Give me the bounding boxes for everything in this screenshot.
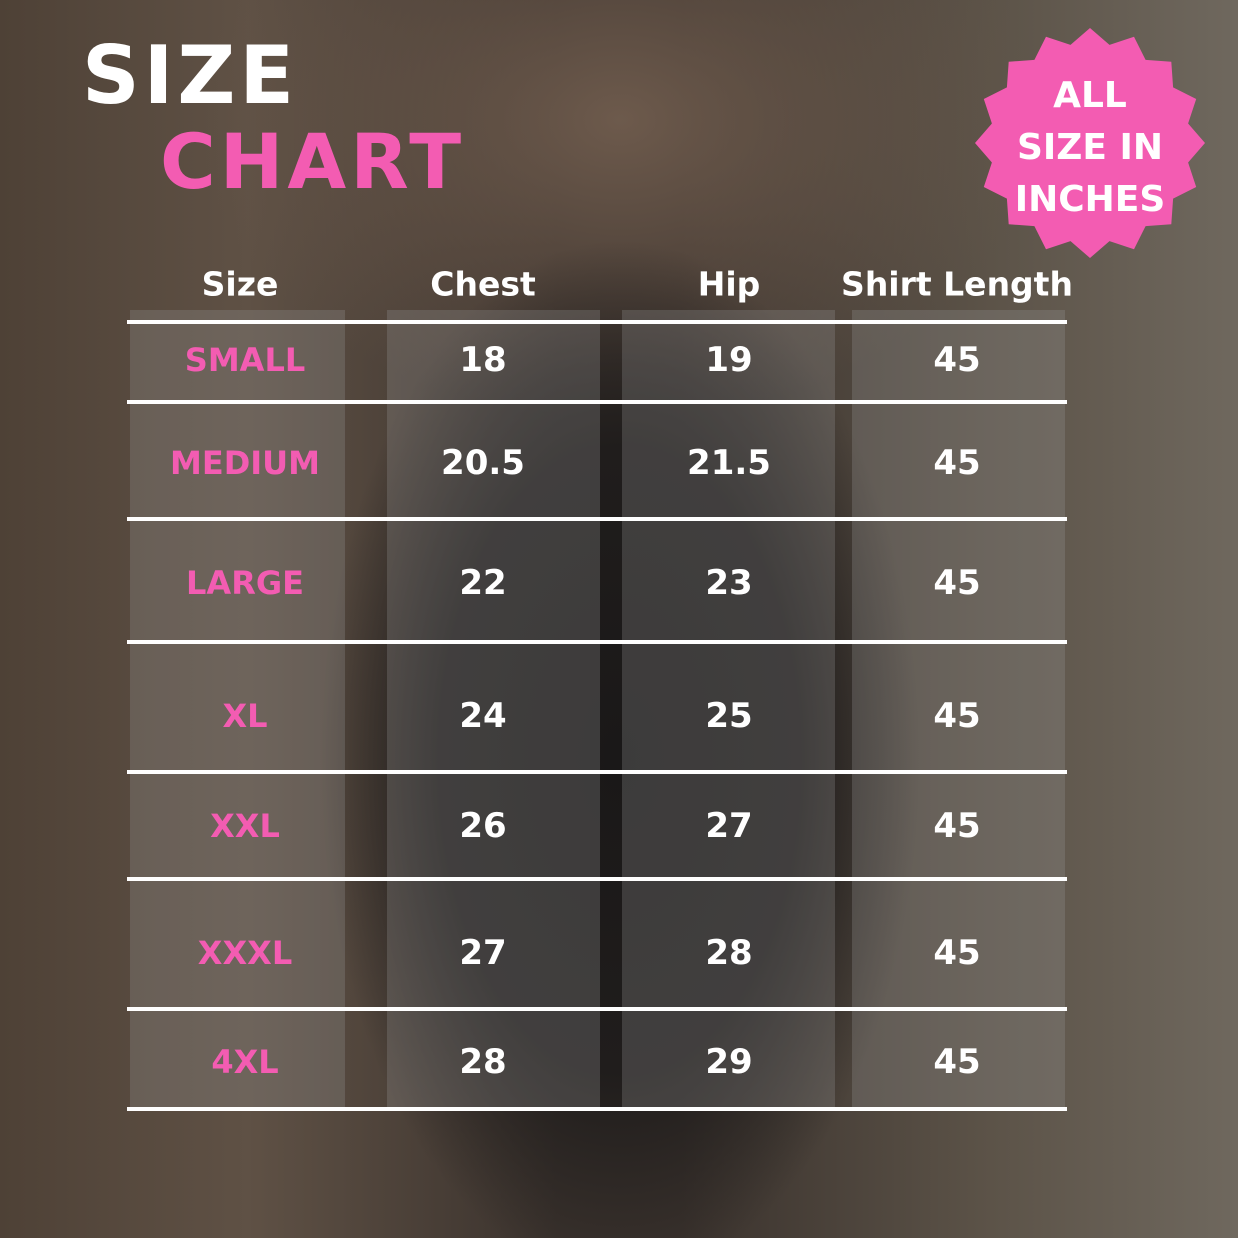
title-chart: CHART: [160, 117, 466, 206]
measurement-cell: 23: [705, 563, 753, 603]
size-label: MEDIUM: [170, 444, 320, 482]
measurement-cell: 20.5: [441, 443, 525, 483]
measurement-cell: 45: [933, 443, 981, 483]
size-label: XXL: [210, 807, 280, 845]
row-divider: [127, 1007, 1067, 1011]
measurement-cell: 25: [705, 696, 753, 736]
row-divider: [127, 517, 1067, 521]
measurement-cell: 21.5: [687, 443, 771, 483]
measurement-cell: 27: [705, 806, 753, 846]
column-shade: [622, 310, 835, 1110]
column-header: Size: [201, 264, 279, 304]
measurement-cell: 45: [933, 696, 981, 736]
measurement-cell: 18: [459, 340, 507, 380]
measurement-cell: 28: [459, 1042, 507, 1082]
measurement-cell: 26: [459, 806, 507, 846]
measurement-cell: 22: [459, 563, 507, 603]
measurement-cell: 29: [705, 1042, 753, 1082]
measurement-cell: 45: [933, 340, 981, 380]
row-divider: [127, 770, 1067, 774]
column-header: Shirt Length: [841, 264, 1073, 304]
size-label: LARGE: [186, 564, 304, 602]
measurement-cell: 45: [933, 933, 981, 973]
row-divider: [127, 1107, 1067, 1111]
units-badge: ALL SIZE IN INCHES: [975, 70, 1205, 226]
starburst-badge-icon: [975, 28, 1205, 258]
row-divider: [127, 877, 1067, 881]
column-shade: [387, 310, 600, 1110]
size-label: 4XL: [211, 1043, 279, 1081]
row-divider: [127, 320, 1067, 324]
badge-line: SIZE IN: [1016, 127, 1164, 168]
size-label: XL: [222, 697, 268, 735]
measurement-cell: 19: [705, 340, 753, 380]
measurement-cell: 27: [459, 933, 507, 973]
measurement-cell: 28: [705, 933, 753, 973]
measurement-cell: 45: [933, 1042, 981, 1082]
column-shade: [852, 310, 1065, 1110]
size-label: SMALL: [184, 341, 306, 379]
title-size: SIZE: [82, 29, 299, 122]
column-header: Hip: [697, 264, 761, 304]
column-shade: [130, 310, 345, 1110]
size-label: XXXL: [197, 934, 293, 972]
row-divider: [127, 400, 1067, 404]
measurement-cell: 24: [459, 696, 507, 736]
column-header: Chest: [430, 264, 536, 304]
badge-shape: [975, 28, 1205, 258]
row-divider: [127, 640, 1067, 644]
measurement-cell: 45: [933, 563, 981, 603]
measurement-cell: 45: [933, 806, 981, 846]
badge-line: ALL: [1053, 75, 1127, 116]
badge-line: INCHES: [1014, 179, 1166, 220]
